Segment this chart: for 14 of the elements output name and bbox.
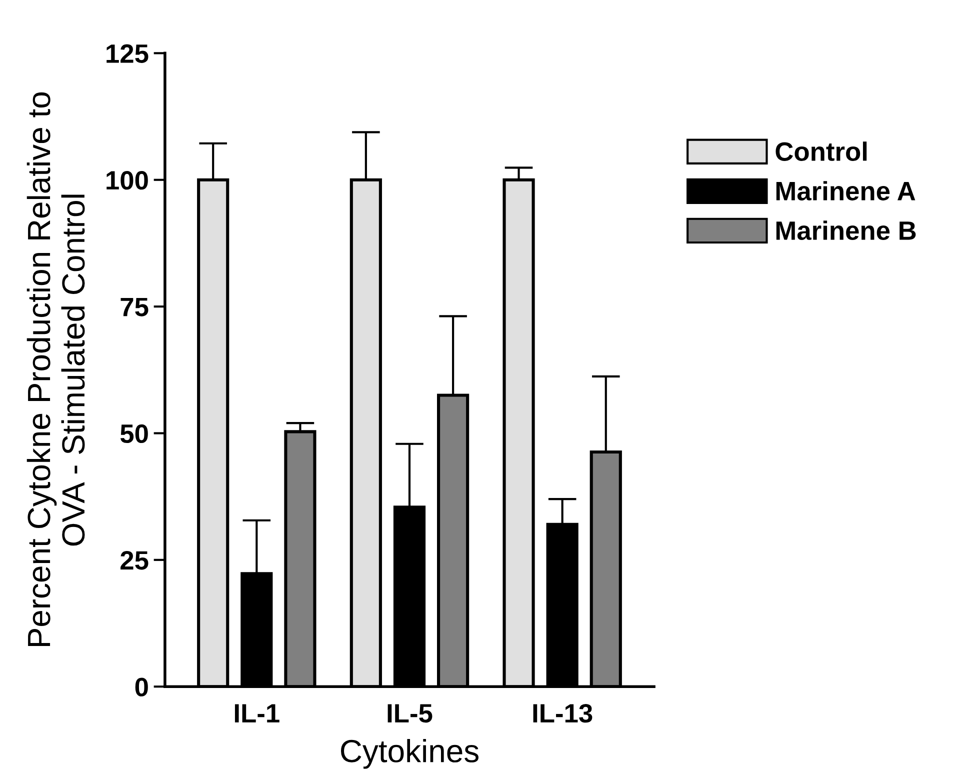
y-tick-label: 25 (120, 551, 148, 570)
x-tick-label: IL-1 (234, 704, 280, 722)
legend-label: Control (776, 142, 867, 161)
y-tick-label: 125 (106, 44, 148, 63)
y-tick-label: 0 (135, 678, 148, 696)
y-tick-label: 75 (120, 298, 148, 316)
y-tick-label: 100 (106, 170, 148, 190)
x-tick-label: IL-13 (533, 704, 592, 723)
legend-label: Marinene B (776, 220, 916, 240)
y-tick-label: 50 (120, 424, 148, 444)
x-tick-label: IL-5 (388, 704, 432, 723)
y-axis-title: Percent Cytokne Production Relative to OVA - Stimulated Control (26, 92, 85, 646)
legend-label: Marinene A (776, 181, 916, 200)
x-axis-title: Cytokines (340, 738, 478, 769)
